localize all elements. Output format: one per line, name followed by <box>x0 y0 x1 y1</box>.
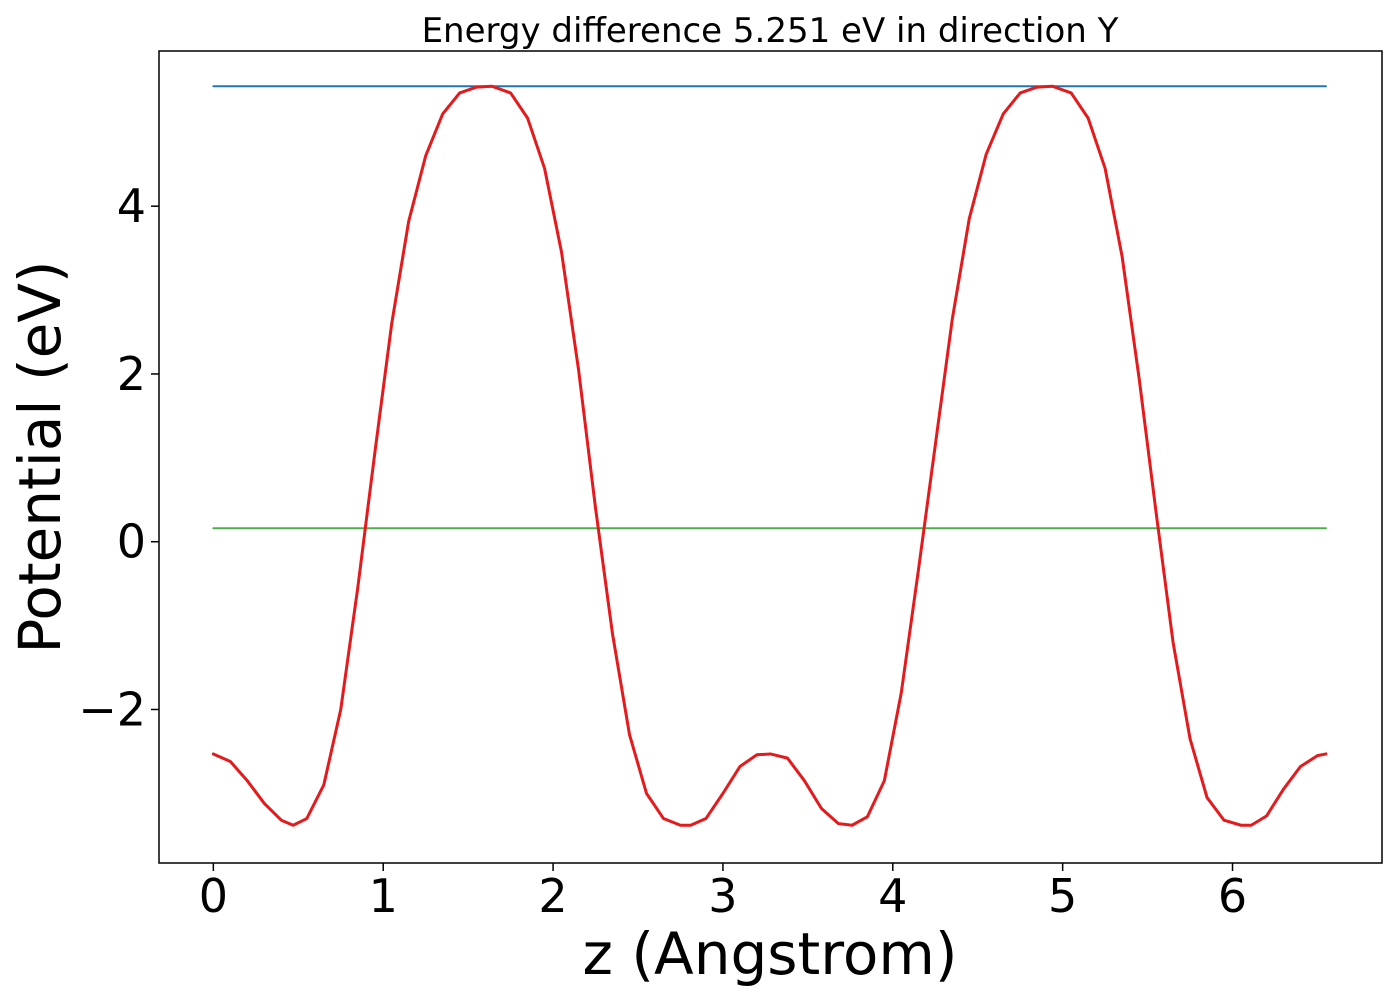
plot-frame <box>158 50 1383 864</box>
x-tick-label: 6 <box>1218 869 1247 923</box>
x-axis-label: z (Angstrom) <box>583 920 958 988</box>
x-tick-label: 3 <box>708 869 737 923</box>
y-tick-label: 0 <box>117 515 146 569</box>
x-tick-label: 1 <box>369 869 398 923</box>
series-line-0 <box>211 84 1328 827</box>
x-tick-label: 0 <box>199 869 228 923</box>
y-tick-label: 4 <box>117 179 146 233</box>
chart-title: Energy difference 5.251 eV in direction … <box>422 11 1119 51</box>
x-tick-label: 2 <box>538 869 567 923</box>
axis-ticks: 0 1 2 3 4 5 6 −2 0 2 4 <box>78 179 1247 923</box>
y-axis-label: Potential (eV) <box>6 260 74 653</box>
x-tick-label: 4 <box>878 869 907 923</box>
x-tick-label: 5 <box>1048 869 1077 923</box>
y-tick-label: −2 <box>78 682 146 736</box>
plot-area <box>211 84 1328 827</box>
y-tick-label: 2 <box>117 347 146 401</box>
